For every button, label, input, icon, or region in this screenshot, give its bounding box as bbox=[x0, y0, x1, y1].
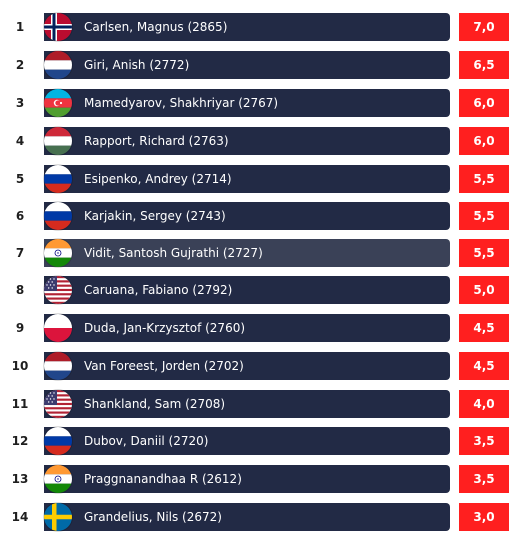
score-badge: 5,0 bbox=[459, 276, 509, 304]
player-bar bbox=[44, 390, 450, 418]
india-flag-icon bbox=[44, 465, 72, 493]
player-bar bbox=[44, 165, 450, 193]
rank-number: 9 bbox=[15, 321, 25, 335]
sweden-flag-icon bbox=[44, 503, 72, 531]
netherlands-flag-icon bbox=[44, 51, 72, 79]
netherlands-flag-icon bbox=[44, 352, 72, 380]
player-bar bbox=[44, 89, 450, 117]
rank-number: 14 bbox=[11, 510, 29, 524]
player-bar bbox=[44, 465, 450, 493]
player-bar bbox=[44, 202, 450, 230]
player-name: Praggnanandhaa R (2612) bbox=[84, 472, 242, 486]
rank-number: 12 bbox=[11, 434, 29, 448]
score-badge: 3,0 bbox=[459, 503, 509, 531]
score-badge: 4,5 bbox=[459, 314, 509, 342]
rank-number: 10 bbox=[11, 359, 29, 373]
russia-flag-icon bbox=[44, 427, 72, 455]
standings-row[interactable]: 9 Duda, Jan-Krzysztof (2760) 4,5 bbox=[0, 314, 526, 352]
player-bar bbox=[44, 51, 450, 79]
rank-number: 13 bbox=[11, 472, 29, 486]
standings-row[interactable]: 14 Grandelius, Nils (2672) 3,0 bbox=[0, 503, 526, 541]
player-bar bbox=[44, 13, 450, 41]
player-name: Van Foreest, Jorden (2702) bbox=[84, 359, 244, 373]
score-badge: 6,0 bbox=[459, 89, 509, 117]
player-name: Giri, Anish (2772) bbox=[84, 58, 190, 72]
score-badge: 4,5 bbox=[459, 352, 509, 380]
usa-flag-icon bbox=[44, 276, 72, 304]
player-name: Vidit, Santosh Gujrathi (2727) bbox=[84, 246, 263, 260]
score-badge: 6,0 bbox=[459, 127, 509, 155]
standings-row[interactable]: 3 Mamedyarov, Shakhriyar (2767) 6,0 bbox=[0, 89, 526, 127]
player-bar bbox=[44, 127, 450, 155]
azerbaijan-flag-icon bbox=[44, 89, 72, 117]
score-badge: 5,5 bbox=[459, 239, 509, 267]
rank-number: 11 bbox=[11, 397, 29, 411]
russia-flag-icon bbox=[44, 202, 72, 230]
score-badge: 5,5 bbox=[459, 165, 509, 193]
player-name: Dubov, Daniil (2720) bbox=[84, 434, 209, 448]
player-name: Mamedyarov, Shakhriyar (2767) bbox=[84, 96, 279, 110]
player-name: Caruana, Fabiano (2792) bbox=[84, 283, 233, 297]
player-bar bbox=[44, 503, 450, 531]
score-badge: 6,5 bbox=[459, 51, 509, 79]
poland-flag-icon bbox=[44, 314, 72, 342]
player-bar bbox=[44, 352, 450, 380]
player-bar bbox=[44, 314, 450, 342]
standings-row[interactable]: 4 Rapport, Richard (2763) 6,0 bbox=[0, 127, 526, 165]
russia-flag-icon bbox=[44, 165, 72, 193]
rank-number: 2 bbox=[15, 58, 25, 72]
player-name: Rapport, Richard (2763) bbox=[84, 134, 229, 148]
standings-row[interactable]: 10 Van Foreest, Jorden (2702) 4,5 bbox=[0, 352, 526, 390]
player-name: Shankland, Sam (2708) bbox=[84, 397, 226, 411]
player-bar bbox=[44, 276, 450, 304]
score-badge: 3,5 bbox=[459, 427, 509, 455]
player-name: Grandelius, Nils (2672) bbox=[84, 510, 222, 524]
score-badge: 5,5 bbox=[459, 202, 509, 230]
standings-row[interactable]: 5 Esipenko, Andrey (2714) 5,5 bbox=[0, 165, 526, 203]
standings-row-highlighted[interactable]: 7 Vidit, Santosh Gujrathi (2727) 5,5 bbox=[0, 239, 526, 277]
score-badge: 7,0 bbox=[459, 13, 509, 41]
hungary-flag-icon bbox=[44, 127, 72, 155]
player-bar bbox=[44, 239, 450, 267]
usa-flag-icon bbox=[44, 390, 72, 418]
player-name: Carlsen, Magnus (2865) bbox=[84, 20, 228, 34]
rank-number: 5 bbox=[15, 172, 25, 186]
standings-row[interactable]: 13 Praggnanandhaa R (2612) 3,5 bbox=[0, 465, 526, 503]
player-name: Esipenko, Andrey (2714) bbox=[84, 172, 232, 186]
score-badge: 4,0 bbox=[459, 390, 509, 418]
standings-row[interactable]: 2 Giri, Anish (2772) 6,5 bbox=[0, 51, 526, 89]
player-bar bbox=[44, 427, 450, 455]
norway-flag-icon bbox=[44, 13, 72, 41]
standings-row[interactable]: 12 Dubov, Daniil (2720) 3,5 bbox=[0, 427, 526, 465]
standings-row[interactable]: 1 Carlsen, Magnus (2865) 7,0 bbox=[0, 13, 526, 51]
india-flag-icon bbox=[44, 239, 72, 267]
standings-row[interactable]: 11 Shankland, Sam (2708) 4,0 bbox=[0, 390, 526, 428]
rank-number: 8 bbox=[15, 283, 25, 297]
player-name: Karjakin, Sergey (2743) bbox=[84, 209, 226, 223]
rank-number: 7 bbox=[15, 246, 25, 260]
score-badge: 3,5 bbox=[459, 465, 509, 493]
rank-number: 1 bbox=[15, 20, 25, 34]
rank-number: 6 bbox=[15, 209, 25, 223]
rank-number: 4 bbox=[15, 134, 25, 148]
rank-number: 3 bbox=[15, 96, 25, 110]
player-name: Duda, Jan-Krzysztof (2760) bbox=[84, 321, 246, 335]
standings-row[interactable]: 6 Karjakin, Sergey (2743) 5,5 bbox=[0, 202, 526, 240]
standings-row[interactable]: 8 Caruana, Fabiano (2792) 5,0 bbox=[0, 276, 526, 314]
